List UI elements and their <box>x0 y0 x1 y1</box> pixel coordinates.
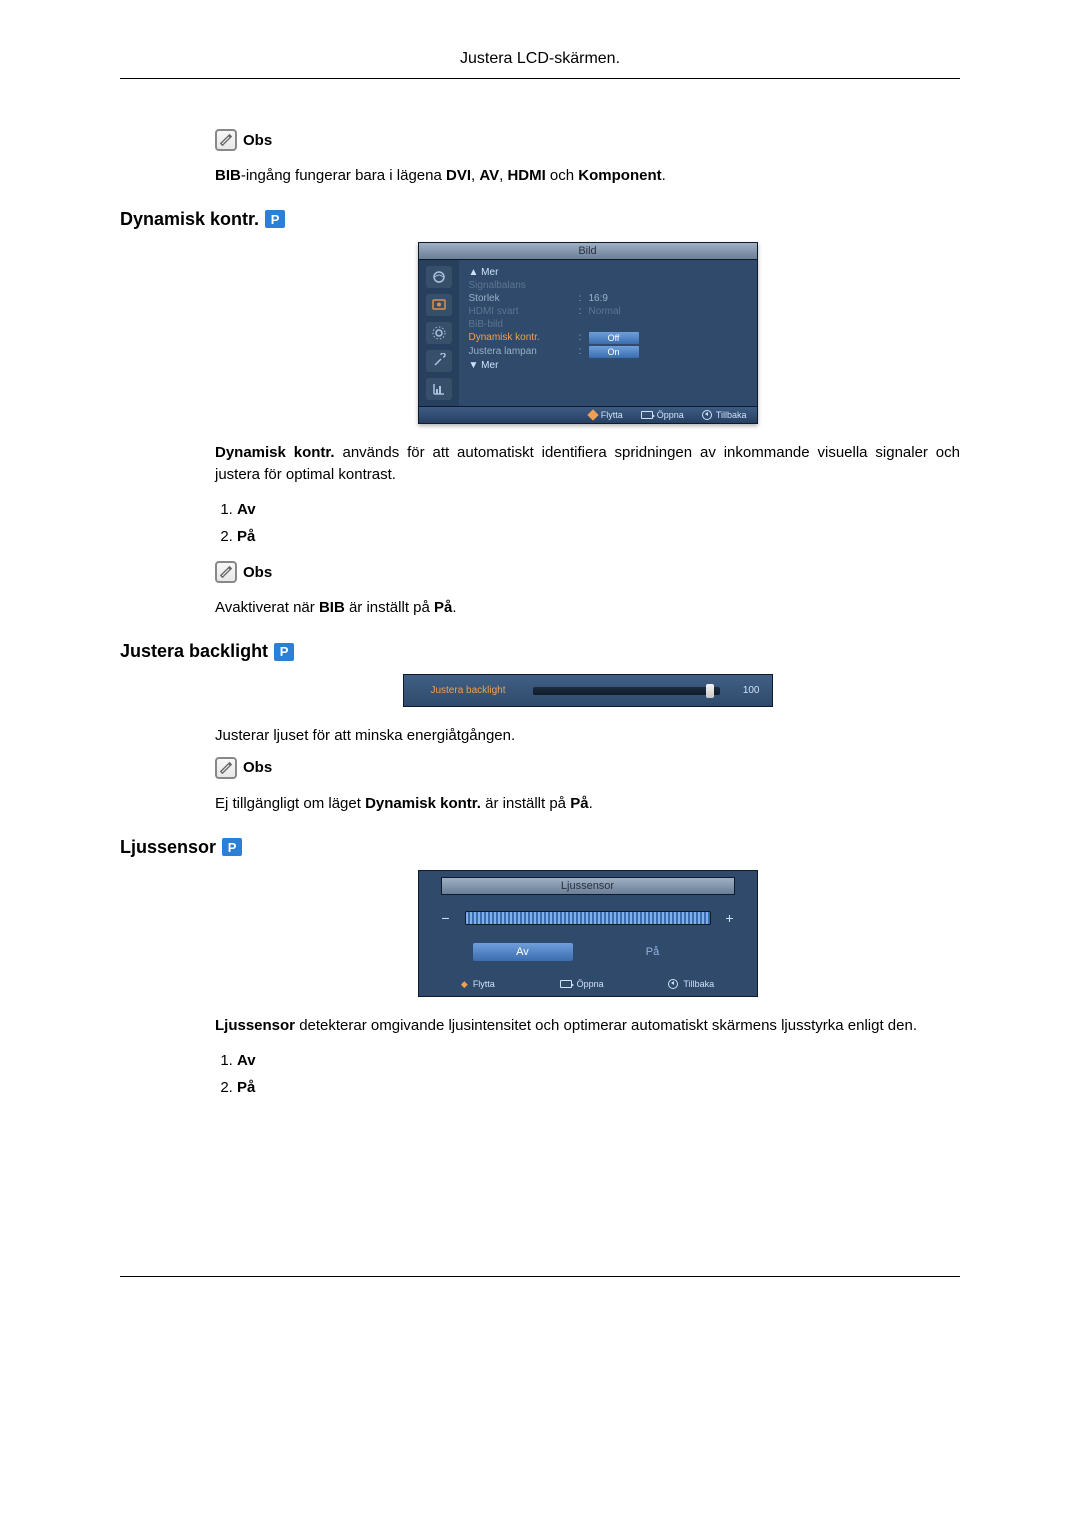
section-title-ljussensor: Ljussensor P <box>120 837 960 858</box>
osd-menu-item: HDMI svart:Normal <box>469 305 749 318</box>
section3-desc: Ljussensor detekterar omgivande ljusinte… <box>215 1015 960 1037</box>
osd-bild-menu: Bild ▲ Mer SignalbalansStorlek:16:9HDMI … <box>418 242 758 424</box>
p-badge-icon: P <box>265 210 285 228</box>
note-icon <box>215 129 237 151</box>
osd-ljussensor: Ljussensor − + Av På ◆Flytta Öppna Tillb… <box>418 870 758 997</box>
display-icon <box>426 294 452 316</box>
osd-backlight-slider: Justera backlight 100 <box>403 674 773 707</box>
note-block: Obs <box>215 757 960 779</box>
osd-arrow-up: ▲ Mer <box>469 266 749 279</box>
osd-arrow-down: ▼ Mer <box>469 359 749 372</box>
osd-sidebar <box>419 260 459 406</box>
section1-note2: Avaktiverat när BIB är inställt på På. <box>215 597 960 619</box>
note-label: Obs <box>243 564 272 581</box>
minus-icon: − <box>437 909 455 927</box>
plus-icon: + <box>721 909 739 927</box>
osd-title: Bild <box>419 243 757 260</box>
osd-button-off: Av <box>473 943 573 961</box>
enter-icon <box>560 980 572 988</box>
p-badge-icon: P <box>274 643 294 661</box>
section3-list: Av På <box>215 1052 960 1096</box>
picture-icon <box>426 266 452 288</box>
osd-slider-thumb <box>706 684 714 698</box>
tools-icon <box>426 350 452 372</box>
gear-icon <box>426 322 452 344</box>
osd-footer: Flytta Öppna Tillbaka <box>419 406 757 423</box>
note-icon <box>215 757 237 779</box>
section-title-backlight: Justera backlight P <box>120 641 960 662</box>
osd-menu-item: Dynamisk kontr.:Off <box>469 331 749 345</box>
note-icon <box>215 561 237 583</box>
intro-text: BIB-ingång fungerar bara i lägena DVI, A… <box>215 165 960 187</box>
osd-menu-item: Signalbalans <box>469 279 749 292</box>
osd-menu-item: BiB-bild <box>469 318 749 331</box>
osd-slider-value: 100 <box>732 685 760 696</box>
osd-slider-track <box>533 687 720 695</box>
osd-slider-label: Justera backlight <box>416 685 521 696</box>
section2-note: Ej tillgängligt om läget Dynamisk kontr.… <box>215 793 960 815</box>
section1-desc: Dynamisk kontr. används för att automati… <box>215 442 960 486</box>
osd-button-on: På <box>603 943 703 961</box>
section1-list: Av På <box>215 501 960 545</box>
osd-title: Ljussensor <box>441 877 735 895</box>
section2-desc: Justerar ljuset för att minska energiåtg… <box>215 725 960 747</box>
osd-footer: ◆Flytta Öppna Tillbaka <box>419 975 757 996</box>
note-label: Obs <box>243 759 272 776</box>
note-block: Obs <box>215 129 960 151</box>
footer-rule <box>120 1276 960 1277</box>
page-header: Justera LCD-skärmen. <box>120 50 960 79</box>
note-label: Obs <box>243 132 272 149</box>
back-icon <box>702 410 712 420</box>
chart-icon <box>426 378 452 400</box>
diamond-icon <box>587 409 598 420</box>
section-title-dynamisk: Dynamisk kontr.P <box>120 209 960 230</box>
osd-menu-item: Storlek:16:9 <box>469 292 749 305</box>
enter-icon <box>641 411 653 419</box>
note-block: Obs <box>215 561 960 583</box>
osd-menu-item: Justera lampan:On <box>469 345 749 359</box>
back-icon <box>668 979 678 989</box>
p-badge-icon: P <box>222 838 242 856</box>
osd-slider-track <box>465 911 711 925</box>
